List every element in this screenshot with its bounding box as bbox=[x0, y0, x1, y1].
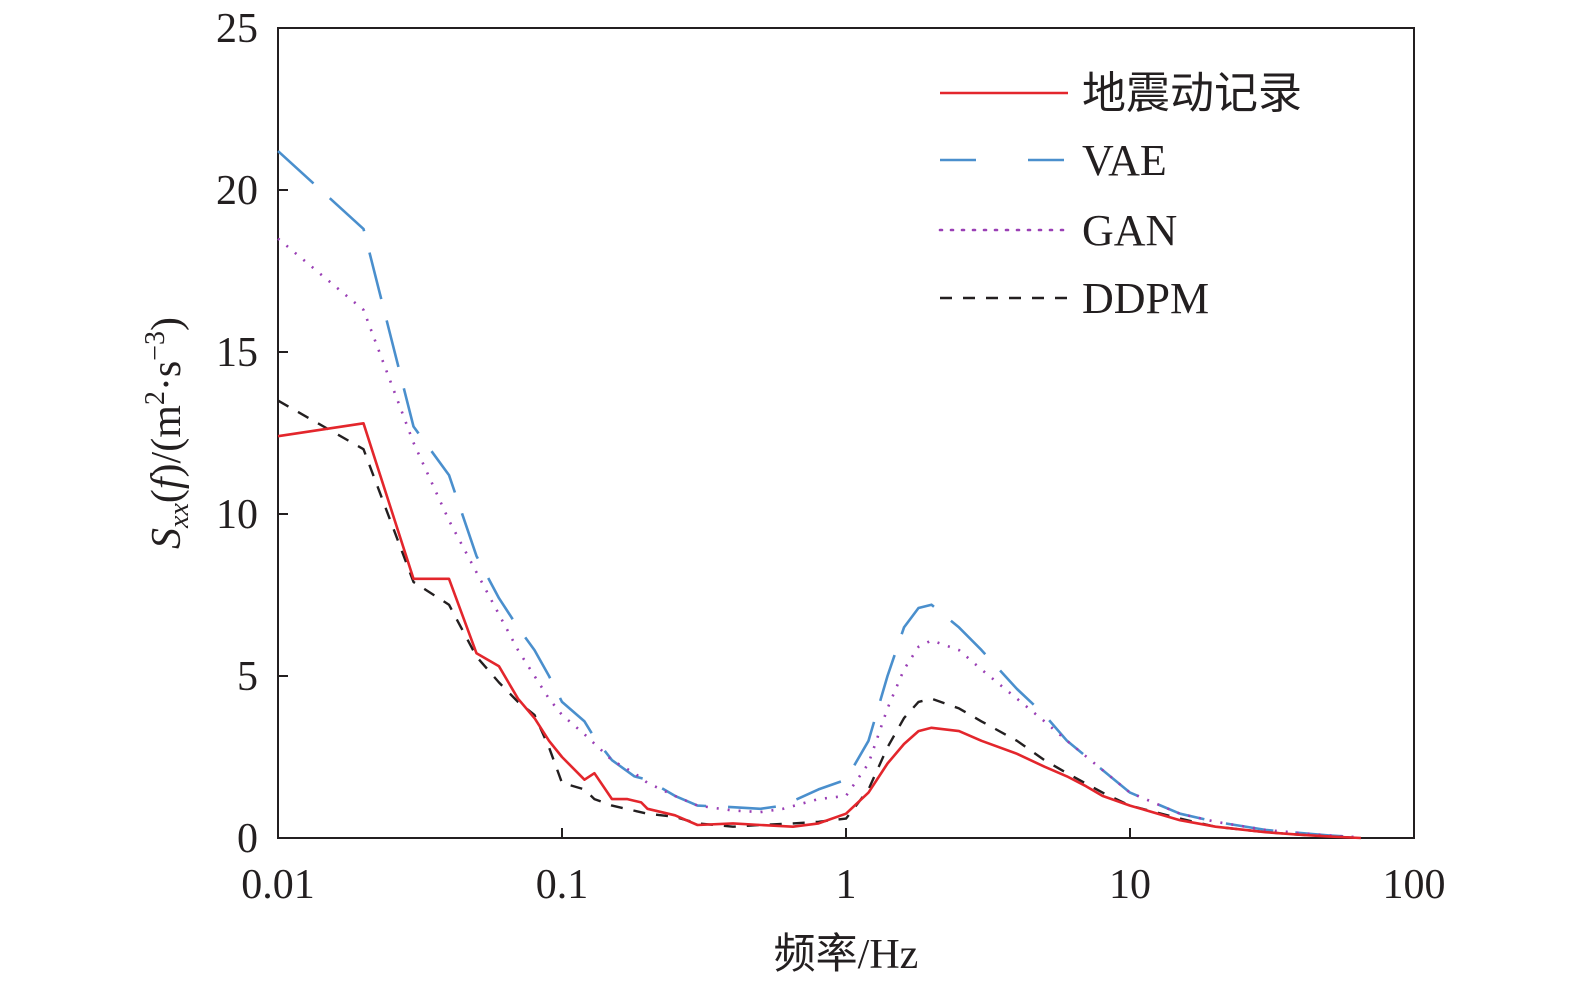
y-tick-label: 20 bbox=[216, 168, 258, 214]
series-line-地震动记录 bbox=[278, 423, 1361, 838]
legend-label: GAN bbox=[1082, 206, 1177, 255]
legend-label: 地震动记录 bbox=[1082, 69, 1302, 118]
y-tick-label: 5 bbox=[237, 654, 258, 700]
x-tick-label: 10 bbox=[1109, 862, 1151, 908]
series-line-DDPM bbox=[278, 401, 1361, 838]
x-tick-label: 0.01 bbox=[241, 862, 315, 908]
series-layer bbox=[278, 151, 1361, 838]
legend: 地震动记录 VAE GAN DDPM bbox=[940, 69, 1302, 323]
x-axis-title: 频率/Hz bbox=[774, 931, 919, 978]
plot-frame bbox=[278, 28, 1414, 838]
y-tick-label: 15 bbox=[216, 330, 258, 376]
series-line-VAE bbox=[278, 151, 1361, 837]
y-tick-label: 0 bbox=[237, 816, 258, 862]
x-tick-label: 1 bbox=[836, 862, 857, 908]
legend-label: VAE bbox=[1082, 136, 1167, 185]
y-tick-label: 10 bbox=[216, 492, 258, 538]
x-tick-label: 100 bbox=[1383, 862, 1446, 908]
y-tick-label: 25 bbox=[216, 6, 258, 52]
legend-label: DDPM bbox=[1082, 274, 1209, 323]
x-tick-label: 0.1 bbox=[536, 862, 589, 908]
series-line-GAN bbox=[278, 239, 1361, 838]
chart: 0.01 0.1 1 10 100 0 5 10 15 20 25 地震动记录 VAE GAN DDPM… bbox=[0, 0, 1575, 983]
x-axis: 0.01 0.1 1 10 100 bbox=[241, 828, 1445, 908]
y-axis-title: Sxx(f)/(m2·s−3) bbox=[140, 317, 195, 549]
